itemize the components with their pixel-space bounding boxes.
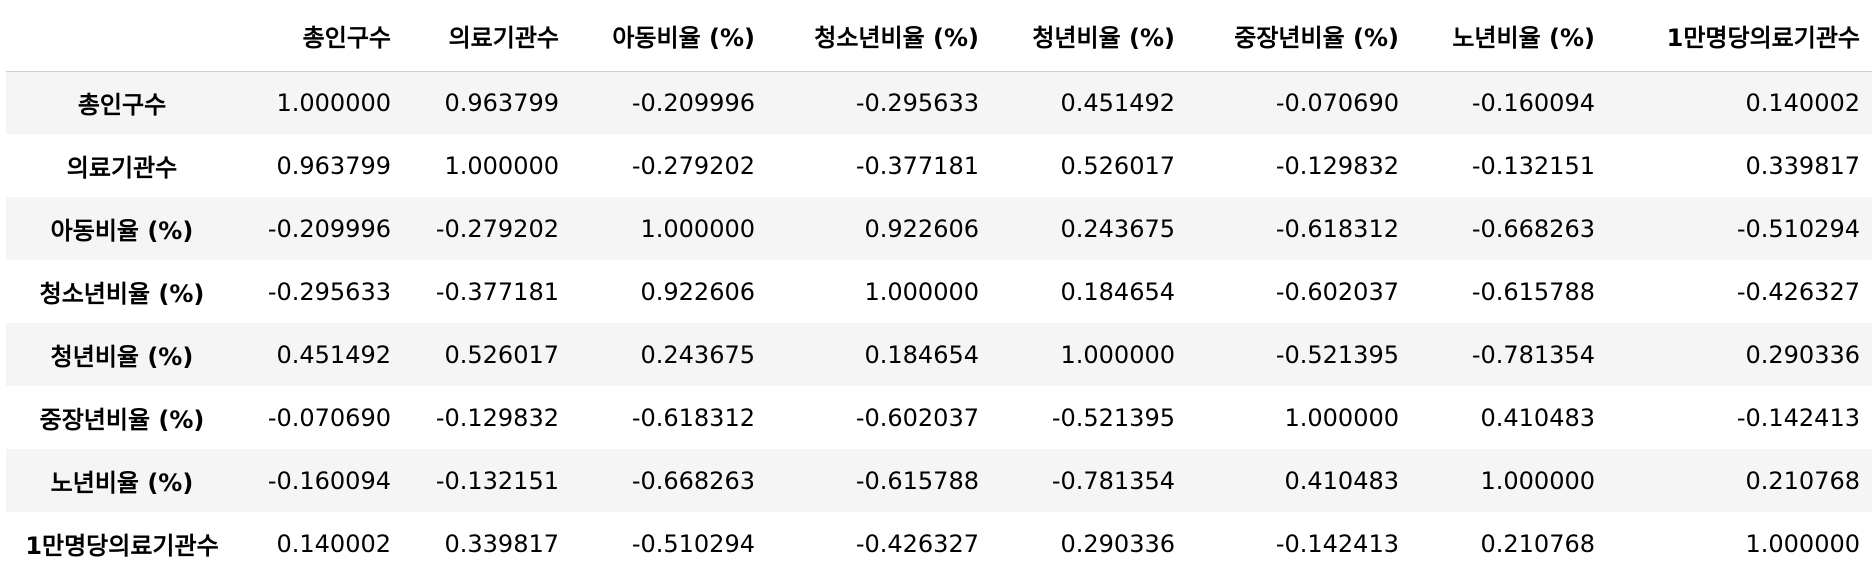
table-cell: -0.132151 (1471, 151, 1595, 180)
table-cell: -0.160094 (1471, 88, 1595, 117)
column-header: 아동비율 (%) (571, 0, 767, 72)
table-cell: -0.129832 (435, 403, 559, 432)
table-cell: 0.243675 (640, 340, 755, 369)
table-cell: -0.295633 (267, 277, 391, 306)
table-cell: -0.160094 (267, 466, 391, 495)
table-cell: -0.510294 (631, 529, 755, 558)
corner-header-cell (6, 0, 238, 72)
table-cell: -0.132151 (435, 466, 559, 495)
table-cell: 0.140002 (276, 529, 391, 558)
row-header: 중장년비율 (%) (39, 406, 205, 434)
table-cell: -0.615788 (855, 466, 979, 495)
row-header: 총인구수 (77, 91, 167, 120)
column-header: 청소년비율 (%) (767, 0, 991, 72)
table-cell: -0.521395 (1051, 403, 1175, 432)
table-cell: 0.184654 (864, 340, 979, 369)
table-cell: 0.922606 (864, 214, 979, 243)
table-row: 총인구수 1.000000 0.963799 -0.209996 -0.2956… (6, 71, 1872, 134)
table-cell: 0.526017 (444, 340, 559, 369)
table-cell: -0.521395 (1275, 340, 1399, 369)
table-cell: 0.963799 (276, 151, 391, 180)
table-cell: 1.000000 (1060, 340, 1175, 369)
row-header: 노년비율 (%) (50, 469, 194, 497)
table-cell: 1.000000 (276, 88, 391, 117)
column-header: 청년비율 (%) (991, 0, 1187, 72)
table-cell: 1.000000 (1480, 466, 1595, 495)
table-row: 청년비율 (%) 0.451492 0.526017 0.243675 0.18… (6, 323, 1872, 386)
header-row: 총인구수 의료기관수 아동비율 (%) 청소년비율 (%) 청년비율 (%) 중… (6, 0, 1872, 72)
table-cell: -0.510294 (1736, 214, 1860, 243)
table-cell: -0.209996 (631, 88, 755, 117)
table-cell: -0.070690 (1275, 88, 1399, 117)
table-cell: -0.070690 (267, 403, 391, 432)
row-header: 1만명당의료기관수 (25, 532, 219, 560)
table-cell: 0.290336 (1060, 529, 1175, 558)
table-cell: -0.142413 (1736, 403, 1860, 432)
table-row: 의료기관수 0.963799 1.000000 -0.279202 -0.377… (6, 134, 1872, 197)
table-cell: 1.000000 (1745, 529, 1860, 558)
table-cell: -0.618312 (631, 403, 755, 432)
table-cell: 0.410483 (1284, 466, 1399, 495)
table-cell: -0.615788 (1471, 277, 1595, 306)
table-cell: 1.000000 (444, 151, 559, 180)
table-row: 중장년비율 (%) -0.070690 -0.129832 -0.618312 … (6, 386, 1872, 449)
table-cell: -0.602037 (855, 403, 979, 432)
table-cell: 0.451492 (1060, 88, 1175, 117)
table-cell: 0.140002 (1745, 88, 1860, 117)
column-header: 중장년비율 (%) (1187, 0, 1411, 72)
table-cell: 1.000000 (1284, 403, 1399, 432)
table-cell: -0.295633 (855, 88, 979, 117)
row-header: 의료기관수 (66, 154, 178, 182)
column-header: 1만명당의료기관수 (1607, 0, 1872, 72)
table-cell: 0.210768 (1745, 466, 1860, 495)
table-cell: 0.526017 (1060, 151, 1175, 180)
table-cell: -0.781354 (1471, 340, 1595, 369)
table-cell: 1.000000 (864, 277, 979, 306)
correlation-table: 총인구수 의료기관수 아동비율 (%) 청소년비율 (%) 청년비율 (%) 중… (6, 0, 1872, 575)
table-cell: 0.451492 (276, 340, 391, 369)
table-cell: -0.377181 (855, 151, 979, 180)
table-cell: -0.602037 (1275, 277, 1399, 306)
table-body: 총인구수 1.000000 0.963799 -0.209996 -0.2956… (6, 71, 1872, 575)
table-cell: -0.129832 (1275, 151, 1399, 180)
table-cell: -0.426327 (1736, 277, 1860, 306)
column-header: 노년비율 (%) (1411, 0, 1607, 72)
table-row: 아동비율 (%) -0.209996 -0.279202 1.000000 0.… (6, 197, 1872, 260)
table-cell: -0.279202 (631, 151, 755, 180)
table-cell: 0.339817 (444, 529, 559, 558)
table-cell: -0.618312 (1275, 214, 1399, 243)
table-cell: 0.210768 (1480, 529, 1595, 558)
table-cell: -0.377181 (435, 277, 559, 306)
table-row: 청소년비율 (%) -0.295633 -0.377181 0.922606 1… (6, 260, 1872, 323)
table-cell: 0.963799 (444, 88, 559, 117)
table-cell: 0.410483 (1480, 403, 1595, 432)
table-cell: 0.922606 (640, 277, 755, 306)
table-cell: -0.209996 (267, 214, 391, 243)
row-header: 청년비율 (%) (50, 343, 194, 371)
column-header: 총인구수 (238, 0, 403, 72)
row-header: 청소년비율 (%) (39, 280, 205, 308)
table-cell: -0.426327 (855, 529, 979, 558)
table-cell: 0.243675 (1060, 214, 1175, 243)
table-cell: 1.000000 (640, 214, 755, 243)
table-cell: -0.668263 (631, 466, 755, 495)
table-row: 노년비율 (%) -0.160094 -0.132151 -0.668263 -… (6, 449, 1872, 512)
row-header: 아동비율 (%) (50, 217, 194, 245)
table-row: 1만명당의료기관수 0.140002 0.339817 -0.510294 -0… (6, 512, 1872, 575)
table-cell: -0.668263 (1471, 214, 1595, 243)
table-cell: -0.279202 (435, 214, 559, 243)
table-cell: -0.142413 (1275, 529, 1399, 558)
column-header: 의료기관수 (403, 0, 571, 72)
table-cell: 0.184654 (1060, 277, 1175, 306)
table-cell: 0.339817 (1745, 151, 1860, 180)
table-cell: 0.290336 (1745, 340, 1860, 369)
table-cell: -0.781354 (1051, 466, 1175, 495)
table-header: 총인구수 의료기관수 아동비율 (%) 청소년비율 (%) 청년비율 (%) 중… (6, 0, 1872, 72)
